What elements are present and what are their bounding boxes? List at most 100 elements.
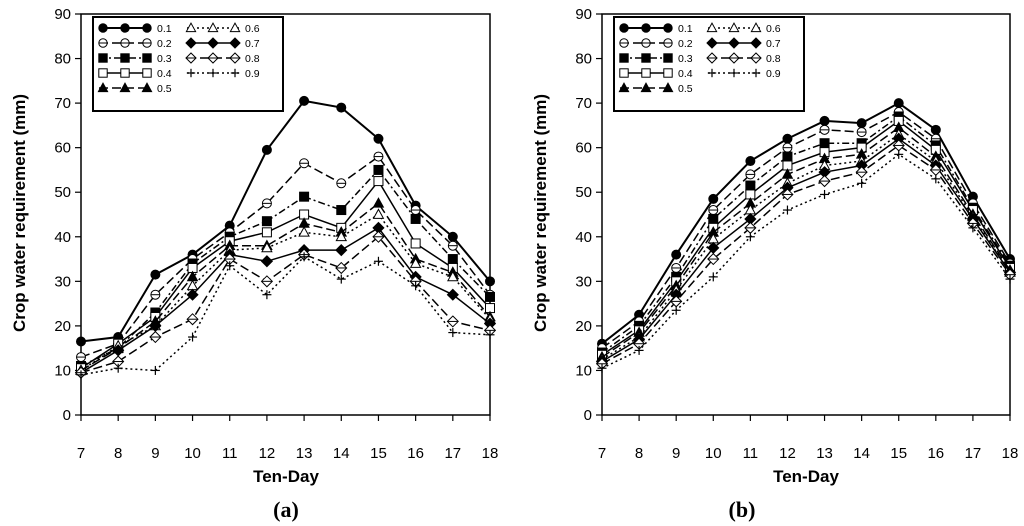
x-tick-label: 9 [151, 445, 159, 462]
open-square-marker [410, 238, 421, 249]
y-tick-label: 60 [575, 140, 592, 157]
filled-triangle-marker [119, 82, 131, 93]
legend-label: 0.1 [678, 23, 693, 35]
x-tick-label: 16 [927, 445, 944, 462]
filled-diamond-marker [229, 37, 241, 49]
series-0.2 [76, 151, 495, 363]
filled-square-marker [641, 53, 651, 63]
series-0.2 [597, 107, 1015, 354]
filled-square-marker [261, 216, 272, 227]
legend-item: 0.9 [186, 68, 260, 80]
series-line [80, 155, 491, 358]
filled-triangle-marker [662, 82, 674, 93]
x-tick-label: 7 [598, 445, 606, 462]
filled-square-marker [410, 213, 421, 224]
filled-circle-marker [261, 144, 272, 155]
x-axis-title: Ten-Day [773, 467, 839, 486]
x-tick-label: 17 [444, 445, 461, 462]
filled-diamond-marker [728, 37, 740, 49]
series-line [80, 99, 491, 343]
plot-area: 0 10 20 30 40 50 60 70 80 90 7 8 9 10 11 12 13 14 15 16 17 18… [575, 6, 1018, 462]
series-0.4 [597, 115, 1015, 360]
x-tick-label: 12 [259, 445, 276, 462]
open-triangle-marker [185, 22, 197, 33]
filled-circle-marker [447, 231, 458, 242]
series-line [80, 255, 491, 376]
legend-label: 0.9 [766, 68, 781, 80]
series-line [601, 133, 1011, 360]
y-tick-label: 60 [54, 140, 71, 157]
legend-item: 0.8 [185, 52, 260, 65]
x-tick-label: 18 [482, 445, 499, 462]
filled-circle-marker [485, 276, 495, 287]
filled-diamond-marker [706, 37, 718, 49]
filled-circle-marker [782, 133, 793, 144]
legend-item: 0.7 [706, 37, 781, 50]
y-tick-label: 20 [54, 318, 71, 335]
filled-circle-marker [663, 23, 673, 33]
legend-label: 0.8 [245, 53, 260, 65]
y-tick-label: 0 [63, 407, 71, 424]
legend-label: 0.6 [245, 23, 260, 35]
y-tick-label: 50 [54, 184, 71, 201]
filled-square-marker [485, 291, 495, 302]
series-line [601, 126, 1011, 358]
filled-circle-marker [671, 249, 682, 260]
filled-circle-marker [120, 23, 130, 33]
filled-circle-marker [641, 23, 651, 33]
filled-triangle-marker [640, 82, 652, 93]
x-tick-label: 10 [705, 445, 722, 462]
x-tick-label: 8 [114, 445, 122, 462]
y-tick-label: 40 [575, 229, 592, 246]
x-tick-label: 9 [672, 445, 680, 462]
filled-circle-marker [745, 156, 756, 167]
panel-label: (a) [273, 497, 299, 522]
y-tick-label: 20 [575, 318, 592, 335]
filled-circle-marker [98, 23, 108, 33]
filled-circle-marker [893, 98, 904, 109]
legend-label: 0.5 [157, 83, 172, 95]
filled-triangle-marker [141, 82, 153, 93]
chart-panel-b: 0 10 20 30 40 50 60 70 80 90 7 8 9 10 11 12 13 14 15 16 17 18… [531, 6, 1018, 522]
open-triangle-marker [229, 22, 241, 33]
filled-circle-marker [856, 118, 867, 129]
y-tick-label: 90 [54, 6, 71, 23]
legend-item: 0.3 [619, 53, 693, 65]
y-tick-label: 40 [54, 229, 71, 246]
legend-label: 0.7 [245, 38, 260, 50]
filled-diamond-marker [207, 37, 219, 49]
filled-square-marker [447, 254, 458, 265]
legend-item: 0.5 [97, 82, 172, 95]
filled-square-marker [98, 53, 108, 63]
series-line [80, 235, 491, 374]
filled-circle-marker [336, 102, 347, 113]
x-tick-label: 10 [184, 445, 201, 462]
series-line [601, 101, 1011, 345]
series-line [80, 179, 491, 369]
legend-label: 0.2 [678, 38, 693, 50]
open-triangle-marker [261, 241, 273, 253]
filled-square-marker [663, 53, 673, 63]
filled-circle-marker [150, 269, 161, 280]
x-tick-label: 18 [1002, 445, 1019, 462]
filled-square-marker [745, 180, 756, 191]
filled-diamond-marker [185, 37, 197, 49]
legend-label: 0.4 [157, 68, 172, 80]
open-square-marker [142, 68, 152, 78]
legend-label: 0.7 [766, 38, 781, 50]
filled-square-marker [142, 53, 152, 63]
y-tick-label: 70 [54, 95, 71, 112]
legend-item: 0.9 [707, 68, 781, 80]
chart-panel-a: 0 10 20 30 40 50 60 70 80 90 7 8 9 10 11 12 13 14 15 16 17 18… [10, 6, 498, 522]
open-square-marker [261, 227, 272, 238]
open-triangle-marker [207, 22, 219, 33]
y-tick-label: 50 [575, 184, 592, 201]
open-triangle-marker [750, 22, 762, 33]
x-tick-label: 13 [816, 445, 833, 462]
legend-item: 0.3 [98, 53, 172, 65]
plot-area: 0 10 20 30 40 50 60 70 80 90 7 8 9 10 11 12 13 14 15 16 17 18… [54, 6, 498, 462]
series-line [80, 226, 491, 374]
filled-diamond-marker [750, 37, 762, 49]
legend: 0.1 0.2 0.3 0.4 0.5 0.6 0.7 0.8 0.9 [613, 16, 805, 112]
filled-square-marker [373, 164, 384, 175]
